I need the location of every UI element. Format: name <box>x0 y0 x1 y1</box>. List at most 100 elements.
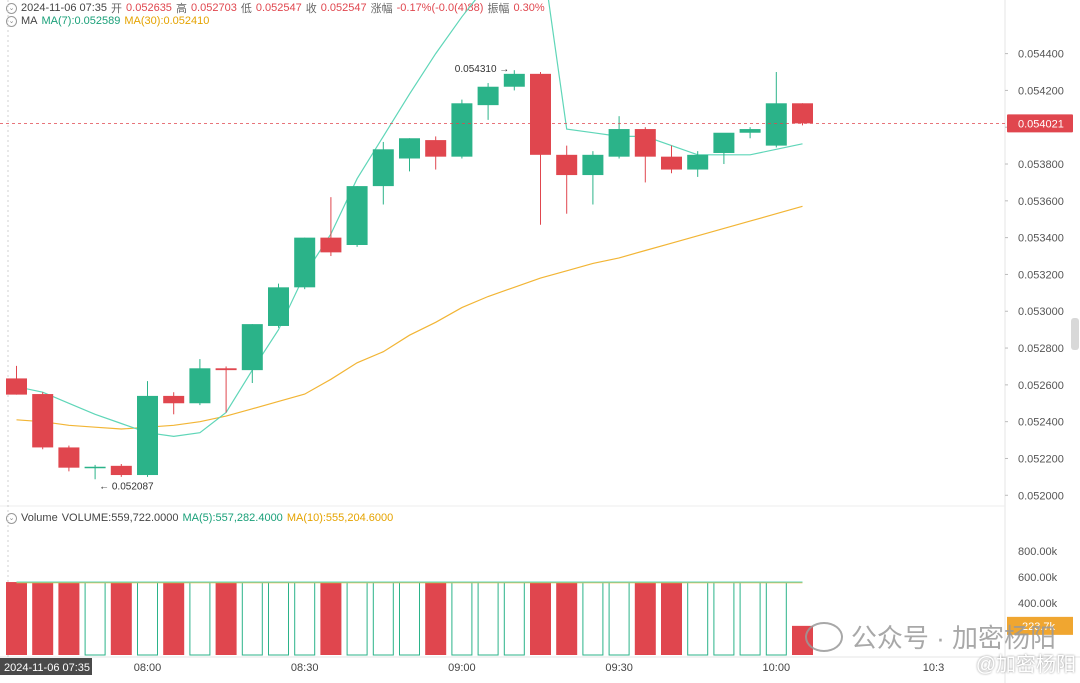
volume-bar <box>739 581 761 656</box>
candle-body <box>372 149 394 187</box>
candle-body <box>739 129 761 133</box>
header-datetime: 2024-11-06 07:35 <box>21 2 108 14</box>
watermark-text: 公众号 · 加密杨阳 <box>850 623 1056 653</box>
volume-bar <box>399 581 420 656</box>
volume-bar <box>477 581 499 656</box>
volume-bar <box>215 582 237 655</box>
volume-bar <box>661 582 682 655</box>
open-value: 0.052635 <box>126 2 172 14</box>
volume-bar <box>320 582 342 655</box>
change-label: 涨幅 <box>370 3 393 15</box>
candle-body <box>608 129 630 157</box>
volume-bar <box>6 582 27 655</box>
candle-body <box>713 132 735 153</box>
y-tick-label: 0.054400 <box>1018 49 1064 61</box>
candle-body <box>163 395 185 404</box>
candle-body <box>477 86 499 106</box>
ohlc-header: ⌄ 2024-11-06 07:35 开 0.052635 高 0.052703… <box>6 0 545 16</box>
candle-body <box>320 237 342 253</box>
y-tick-label: 0.054200 <box>1018 85 1064 97</box>
y-tick-label: 0.052600 <box>1018 380 1064 392</box>
volume-last-label: 223.7k <box>1022 621 1056 633</box>
volume-bar <box>32 582 54 655</box>
collapse-icon[interactable]: ⌄ <box>6 512 17 524</box>
volume-bar <box>687 581 709 656</box>
volume-bars-group <box>6 581 813 656</box>
candle-body <box>6 378 27 395</box>
y-tick-label: 0.053200 <box>1018 269 1064 281</box>
volume-label[interactable]: Volume <box>21 512 58 524</box>
volume-bar <box>582 581 604 656</box>
volume-tick-label: 800.00k <box>1018 546 1058 558</box>
volume-bar <box>189 581 211 656</box>
candle-body <box>556 154 578 176</box>
open-label: 开 <box>111 3 123 15</box>
volume-bar <box>372 581 394 656</box>
volume-bar <box>58 582 80 655</box>
volume-last-tag <box>1007 616 1073 635</box>
candle-body <box>451 103 473 157</box>
volume-tick-label: 600.00k <box>1018 572 1058 584</box>
volume-bar <box>451 581 473 656</box>
candle-body <box>399 138 420 159</box>
candle-body <box>110 465 132 476</box>
volume-bar <box>503 581 525 656</box>
volume-bar <box>137 581 158 656</box>
low-value: 0.052547 <box>255 2 302 14</box>
volume-bar <box>241 581 263 656</box>
candle-body <box>58 447 80 468</box>
cursor-time-tag <box>0 658 92 675</box>
volume-bar <box>294 581 316 656</box>
watermark-handle: @加密杨阳 <box>975 654 1076 676</box>
change-value: -0.17%(-0.0(4)88) <box>396 2 484 14</box>
y-tick-label: 0.053600 <box>1018 196 1064 208</box>
volume-bar <box>713 581 735 656</box>
candle-body <box>765 103 787 146</box>
low-marker: ← 0.052087 <box>99 481 154 492</box>
close-value: 0.052547 <box>320 2 367 14</box>
candle-body <box>503 73 525 87</box>
wechat-icon <box>804 621 843 652</box>
ma-legend: ⌄ MA MA(7):0.052589 MA(30):0.052410 <box>6 15 209 27</box>
volume-bar <box>530 582 551 655</box>
collapse-icon[interactable]: ⌄ <box>6 2 17 14</box>
ma-label[interactable]: MA <box>21 15 38 27</box>
high-marker: 0.054310 → <box>455 64 510 75</box>
candle-body <box>661 156 682 170</box>
candles-group <box>6 70 813 480</box>
amplitude-label: 振幅 <box>487 3 510 15</box>
candle-body <box>268 287 289 326</box>
pane-resize-handle[interactable] <box>1071 318 1079 350</box>
watermark: 公众号 · 加密杨阳 <box>804 618 1056 655</box>
candle-body <box>215 368 237 371</box>
ma30-legend: MA(30):0.052410 <box>124 15 210 27</box>
x-tick-label: 10:3 <box>923 662 944 674</box>
candle-body <box>792 103 813 124</box>
y-tick-label: 0.052200 <box>1018 453 1064 465</box>
candle-body <box>137 395 158 476</box>
y-tick-label: 0.052800 <box>1018 343 1064 355</box>
candle-body <box>346 186 368 245</box>
y-tick-label: 0.053800 <box>1018 159 1064 171</box>
low-label: 低 <box>240 3 252 15</box>
candle-body <box>634 129 656 157</box>
volume-legend: ⌄ Volume VOLUME:559,722.0000 MA(5):557,2… <box>6 512 393 524</box>
volume-bar <box>634 582 656 655</box>
volume-bar <box>765 581 787 656</box>
y-tick-label: 0.052000 <box>1018 490 1064 502</box>
cursor-time-label: 2024-11-06 07:35 <box>4 662 90 674</box>
x-tick-label: 10:00 <box>763 662 791 674</box>
high-value: 0.052703 <box>190 2 237 14</box>
last-price-tag <box>1007 114 1073 133</box>
close-label: 收 <box>305 3 317 15</box>
candle-body <box>530 73 551 155</box>
ma7-line <box>16 0 803 438</box>
volume-bar <box>556 582 578 655</box>
candle-body <box>687 154 709 170</box>
x-tick-label: 08:00 <box>134 662 162 674</box>
volume-ma10-legend: MA(10):555,204.6000 <box>286 512 394 524</box>
high-label: 高 <box>175 3 187 15</box>
collapse-icon[interactable]: ⌄ <box>6 15 17 27</box>
y-tick-label: 0.053400 <box>1018 233 1064 245</box>
